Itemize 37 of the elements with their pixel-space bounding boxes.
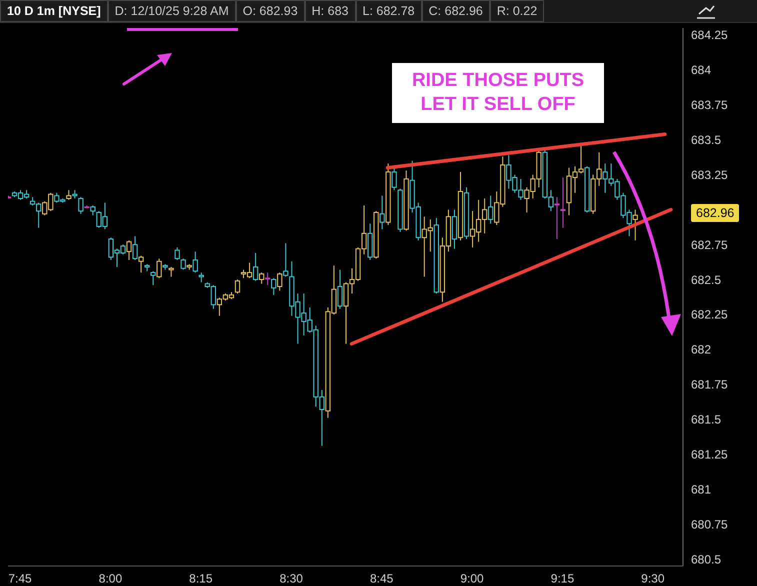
candlestick xyxy=(174,246,180,260)
y-tick-label: 683.5 xyxy=(691,133,722,148)
y-tick-label: 684.25 xyxy=(691,28,728,42)
text: D: 12/10/25 9:28 AM xyxy=(108,0,236,22)
x-tick-label: 9:30 xyxy=(641,572,665,586)
x-tick-label: 8:15 xyxy=(189,572,213,586)
x-tick-label: 8:45 xyxy=(370,572,394,586)
y-tick-label: 683.75 xyxy=(691,98,728,112)
chart-title: 10 D 1m [NYSE] xyxy=(0,0,108,22)
candlestick xyxy=(168,266,174,278)
y-tick-label: 680.5 xyxy=(691,552,722,566)
y-tick-label: 681.25 xyxy=(691,447,728,462)
text: L: 682.78 xyxy=(356,0,422,22)
text: O: 682.93 xyxy=(236,0,305,22)
y-tick-label: 684 xyxy=(691,63,712,78)
text: C: 682.96 xyxy=(422,0,490,22)
x-tick-label: 9:00 xyxy=(460,572,484,586)
candlestick xyxy=(198,272,204,283)
text: 682.96 xyxy=(691,204,740,222)
x-tick-label: 9:15 xyxy=(550,572,574,586)
y-tick-label: 683.25 xyxy=(691,168,728,182)
y-tick-label: 681 xyxy=(691,482,712,496)
y-tick-label: 681.75 xyxy=(691,378,728,392)
y-tick-label: 682 xyxy=(691,342,712,357)
candlestick xyxy=(560,177,566,228)
y-tick-label: 681.5 xyxy=(691,412,722,427)
y-tick-label: 680.75 xyxy=(691,517,728,532)
x-tick-label: 8:30 xyxy=(280,572,304,586)
y-tick-label: 682.25 xyxy=(691,308,728,322)
text: R: 0.22 xyxy=(490,0,544,22)
y-tick-label: 682.5 xyxy=(691,272,722,287)
annotation: RIDE THOSE PUTS LET IT SELL OFF xyxy=(410,69,586,117)
x-tick-label: 8:00 xyxy=(98,572,122,586)
y-tick-label: 682.75 xyxy=(691,238,728,252)
x-tick-label: 7:45 xyxy=(8,572,32,586)
text: H: 683 xyxy=(304,0,356,22)
candlestick xyxy=(234,279,240,294)
